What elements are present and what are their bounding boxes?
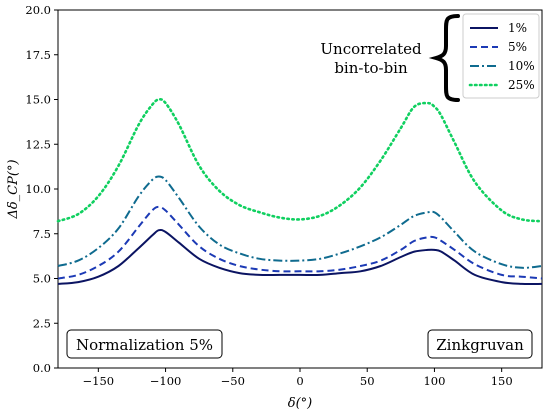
normalization-annotation: Normalization 5% xyxy=(66,329,223,359)
site-text: Zinkgruvan xyxy=(436,336,524,354)
y-tick-label-8: 20.0 xyxy=(25,3,51,17)
x-tick-label-0: −150 xyxy=(83,374,115,388)
legend-label-4: 25% xyxy=(508,78,535,92)
y-axis-label: Δδ_CP(°) xyxy=(6,159,21,219)
brace-label-line-1: Uncorrelated xyxy=(320,40,422,58)
plot-lines xyxy=(56,98,544,286)
x-tick-label-1: −100 xyxy=(150,374,182,388)
legend-label-3: 10% xyxy=(508,59,535,73)
legend-label-1: 1% xyxy=(508,21,527,35)
y-tick-label-4: 10.0 xyxy=(25,182,51,196)
y-tick-label-3: 7.5 xyxy=(33,227,51,241)
x-tick-label-6: 150 xyxy=(491,374,513,388)
legend: 1% 5% 10% 25% xyxy=(462,13,540,99)
y-tick-label-6: 15.0 xyxy=(25,93,51,107)
y-axis: 0.0 2.5 5.0 7.5 10.0 12.5 15.0 17.5 20.0 xyxy=(25,3,58,375)
y-tick-label-1: 2.5 xyxy=(33,316,51,330)
brace-icon xyxy=(428,14,460,102)
x-tick-label-5: 100 xyxy=(423,374,445,388)
y-tick-label-5: 12.5 xyxy=(25,137,51,151)
brace-label-line-2: bin-to-bin xyxy=(334,59,408,77)
series-line-3 xyxy=(57,175,543,269)
legend-box xyxy=(462,13,540,99)
series-line-2 xyxy=(57,205,543,280)
series-line-1 xyxy=(57,228,543,286)
x-tick-label-3: 0 xyxy=(296,374,303,388)
y-tick-label-7: 17.5 xyxy=(25,48,51,62)
y-tick-label-0: 0.0 xyxy=(33,361,51,375)
series-line-4 xyxy=(56,98,544,223)
plot-area xyxy=(57,9,543,369)
y-tick-label-2: 5.0 xyxy=(33,272,51,286)
site-annotation: Zinkgruvan xyxy=(427,329,533,359)
x-tick-label-2: −50 xyxy=(221,374,245,388)
x-axis: −150 −100 −50 0 50 100 150 xyxy=(83,368,513,388)
normalization-box xyxy=(66,329,223,359)
legend-label-2: 5% xyxy=(508,40,527,54)
x-axis-label: δ(°) xyxy=(288,396,312,411)
normalization-text: Normalization 5% xyxy=(76,336,213,354)
x-tick-label-4: 50 xyxy=(360,374,375,388)
site-box xyxy=(427,329,533,359)
